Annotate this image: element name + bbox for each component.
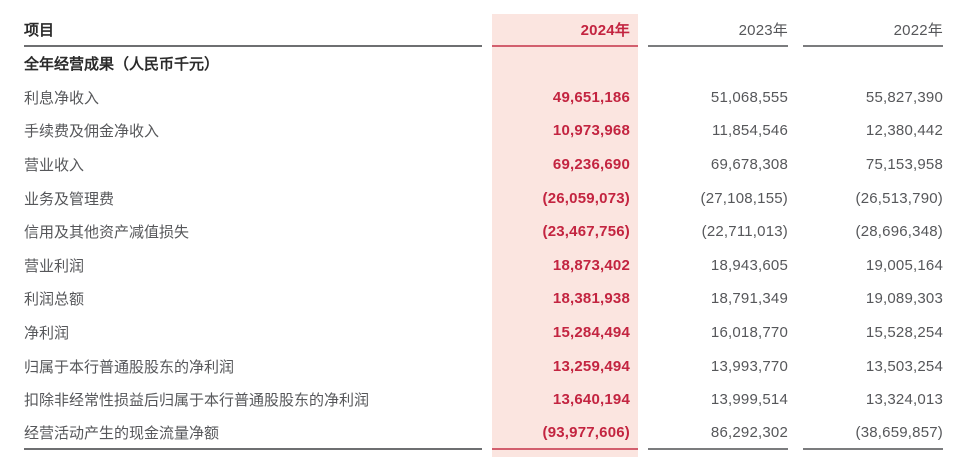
section-title: 全年经营成果（人民币千元）: [24, 56, 220, 74]
cell-2024-value: (26,059,073): [542, 189, 630, 207]
column-gap: [482, 47, 492, 81]
cell-2024-value: 15,284,494: [552, 324, 630, 342]
column-gap: [638, 148, 648, 182]
cell-2024-value: 49,651,186: [552, 88, 630, 106]
cell-2023-value: 16,018,770: [710, 324, 788, 342]
column-gap: [482, 316, 492, 350]
column-gap: [482, 282, 492, 316]
cell-2022-value: 55,827,390: [865, 88, 943, 106]
column-gap: [638, 316, 648, 350]
cell-2023-value: (22,711,013): [701, 223, 788, 241]
cell-2022-value: 13,324,013: [865, 391, 943, 409]
cell-2024-value: 18,873,402: [552, 256, 630, 274]
cell-2024-value: (23,467,756): [542, 223, 630, 241]
cell-2022-value: 75,153,958: [865, 156, 943, 174]
empty-cell: [803, 47, 943, 81]
column-gap: [788, 349, 803, 383]
row-label: 利息净收入: [24, 89, 100, 107]
cell-2022-value: 12,380,442: [865, 122, 943, 140]
column-gap: [638, 181, 648, 215]
column-gap: [788, 215, 803, 249]
cell-2023-value: 18,791,349: [710, 290, 788, 308]
column-gap: [638, 14, 648, 47]
cell-2024-value: 69,236,690: [552, 156, 630, 174]
column-header-2022: 2022年: [803, 14, 943, 47]
cell-2023-value: (27,108,155): [700, 189, 788, 207]
column-gap: [638, 47, 648, 81]
column-gap: [482, 383, 492, 417]
row-label: 利润总额: [24, 291, 85, 309]
column-gap: [638, 282, 648, 316]
column-gap: [638, 215, 648, 249]
row-label: 营业利润: [24, 257, 85, 275]
row-label: 手续费及佣金净收入: [24, 123, 160, 141]
financial-results-table: 项目 2024年 2023年 2022年 全年经营成果（人民币千元） 利息净收入…: [24, 14, 943, 451]
cell-2022-value: 13,503,254: [865, 357, 943, 375]
column-gap: [638, 114, 648, 148]
column-gap: [788, 417, 803, 451]
empty-cell: [648, 47, 788, 81]
row-label: 信用及其他资产减值损失: [24, 224, 190, 242]
highlight-2024-column-band: [492, 14, 638, 457]
column-gap: [482, 349, 492, 383]
column-gap: [638, 349, 648, 383]
cell-2022-value: 19,089,303: [865, 290, 943, 308]
row-label: 净利润: [24, 325, 70, 343]
column-gap: [788, 282, 803, 316]
column-gap: [788, 114, 803, 148]
column-gap: [482, 249, 492, 283]
cell-2023-value: 13,993,770: [710, 357, 788, 375]
cell-2023-value: 86,292,302: [648, 417, 788, 451]
column-gap: [788, 14, 803, 47]
column-gap: [788, 81, 803, 115]
column-gap: [638, 81, 648, 115]
row-label: 营业收入: [24, 157, 85, 175]
column-gap: [482, 215, 492, 249]
row-label: 归属于本行普通股股东的净利润: [24, 358, 235, 376]
column-gap: [788, 47, 803, 81]
column-gap: [482, 181, 492, 215]
column-header-2023: 2023年: [648, 14, 788, 47]
column-header-item: 项目: [24, 14, 482, 47]
column-gap: [788, 383, 803, 417]
column-gap: [482, 148, 492, 182]
row-label: 业务及管理费: [24, 190, 115, 208]
cell-2022-value: 19,005,164: [865, 256, 943, 274]
cell-2022-value: (28,696,348): [855, 223, 943, 241]
cell-2024-value: 18,381,938: [552, 290, 630, 308]
cell-2024-value: (93,977,606): [492, 417, 638, 451]
empty-cell: [492, 47, 638, 81]
column-gap: [788, 316, 803, 350]
row-label: 经营活动产生的现金流量净额: [24, 417, 482, 451]
column-gap: [638, 417, 648, 451]
column-gap: [638, 383, 648, 417]
cell-2022-value: (38,659,857): [803, 417, 943, 451]
cell-2023-value: 11,854,546: [712, 122, 788, 140]
column-header-2024: 2024年: [492, 14, 638, 47]
cell-2022-value: 15,528,254: [865, 324, 943, 342]
column-gap: [482, 81, 492, 115]
cell-2024-value: 13,259,494: [552, 357, 630, 375]
column-gap: [788, 181, 803, 215]
row-label: 扣除非经常性损益后归属于本行普通股股东的净利润: [24, 392, 370, 410]
column-gap: [788, 148, 803, 182]
column-gap: [788, 249, 803, 283]
cell-2023-value: 13,999,514: [710, 391, 788, 409]
column-gap: [638, 249, 648, 283]
cell-2023-value: 51,068,555: [710, 88, 788, 106]
cell-2022-value: (26,513,790): [855, 189, 943, 207]
column-gap: [482, 417, 492, 451]
cell-2023-value: 69,678,308: [710, 156, 788, 174]
column-gap: [482, 14, 492, 47]
cell-2024-value: 13,640,194: [552, 391, 630, 409]
cell-2023-value: 18,943,605: [710, 256, 788, 274]
cell-2024-value: 10,973,968: [552, 122, 630, 140]
column-gap: [482, 114, 492, 148]
